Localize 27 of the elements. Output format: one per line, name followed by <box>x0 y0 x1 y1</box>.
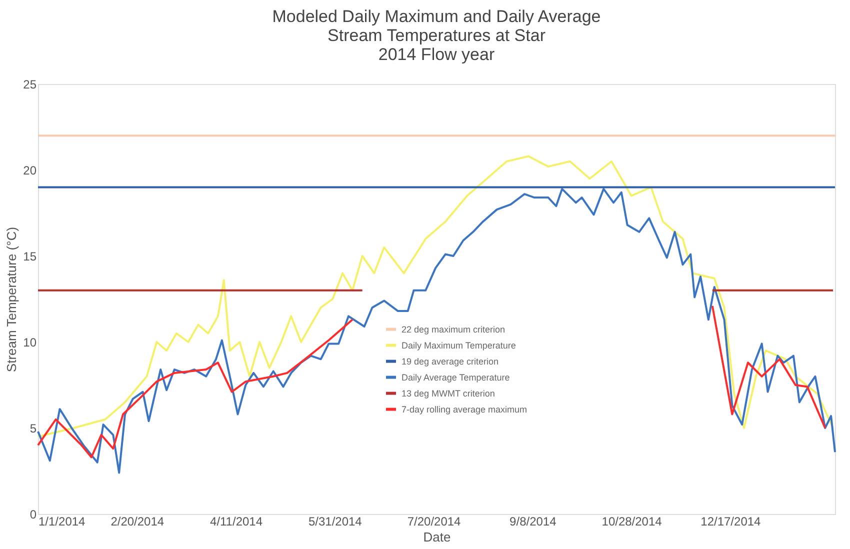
text: 2014 Flow year <box>378 45 495 64</box>
y-tick-label: 15 <box>23 250 37 264</box>
y-tick-label: 0 <box>30 508 37 522</box>
x-tick-label: 9/8/2014 <box>510 514 557 528</box>
x-tick-label: 1/1/2014 <box>38 514 86 528</box>
legend-label: 19 deg average criterion <box>402 356 499 366</box>
x-tick-label: 10/28/2014 <box>602 514 662 528</box>
line-series <box>37 188 836 474</box>
y-tick-label: 20 <box>23 164 37 178</box>
legend-label: Daily Maximum Temperature <box>402 340 516 350</box>
x-tick-label: 7/20/2014 <box>407 514 462 528</box>
text: Modeled Daily Maximum and Daily Average <box>272 7 601 26</box>
legend-label: 7-day rolling average maximum <box>402 404 528 414</box>
line-series <box>37 155 834 438</box>
legend-label: Daily Average Temperature <box>402 372 510 382</box>
legend-label: 22 deg maximum criterion <box>402 324 506 334</box>
x-tick-label: 5/31/2014 <box>308 514 362 528</box>
y-tick-label: 10 <box>23 336 37 350</box>
x-tick-label: 4/11/2014 <box>210 514 263 528</box>
y-tick-label: 5 <box>30 422 37 436</box>
y-tick-label: 25 <box>23 78 37 92</box>
x-axis-title: Date <box>423 530 451 544</box>
x-tick-label: 12/17/2014 <box>700 514 762 528</box>
y-axis-title: Stream Temperature (°C) <box>4 226 20 372</box>
x-tick-label: 2/20/2014 <box>110 514 164 528</box>
legend-label: 13 deg MWMT criterion <box>402 388 495 398</box>
text: Stream Temperatures at Star <box>328 26 546 45</box>
